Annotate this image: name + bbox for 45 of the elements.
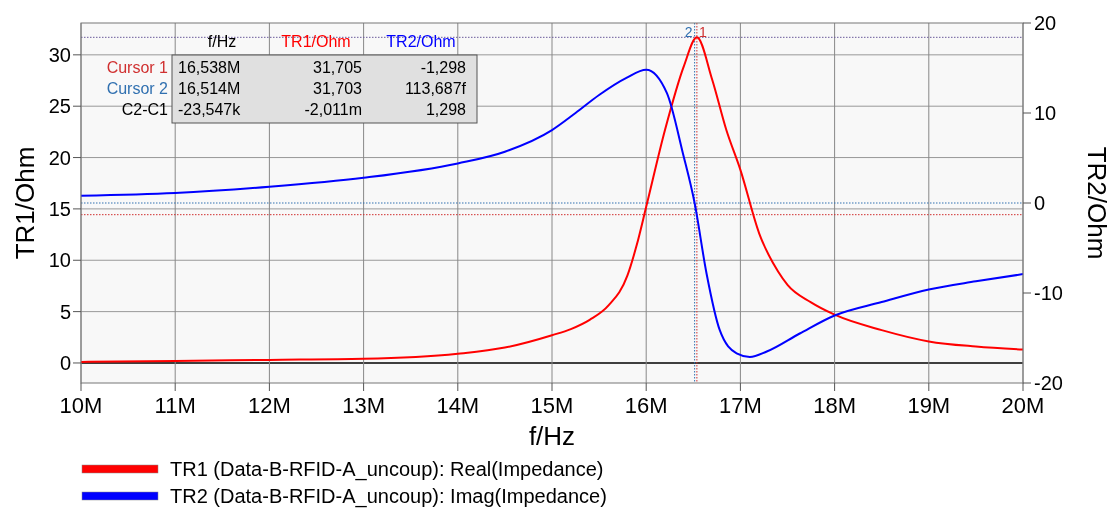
y2-tick-label: 20	[1034, 12, 1057, 34]
y-tick-label: 20	[48, 146, 71, 169]
legend-label: TR2 (Data-B-RFID-A_uncoup): Imag(Impedance)	[170, 485, 607, 508]
x-tick-label: 15M	[530, 393, 574, 418]
annotation: -23,547k	[178, 101, 242, 118]
y-tick-label: 5	[59, 300, 71, 323]
x-tick-label: 10M	[59, 393, 103, 418]
y-tick-label: 10	[48, 249, 71, 272]
y-tick-label: 30	[48, 43, 71, 66]
x-tick-label: 17M	[719, 393, 762, 418]
annotation: 1	[698, 24, 707, 40]
annotation: TR2/Ohm	[386, 33, 456, 50]
x-tick-label: 16M	[624, 393, 668, 418]
x-tick-label: 12M	[248, 393, 291, 418]
y-axis-title: TR1/Ohm	[10, 146, 40, 260]
x-tick-label: 13M	[342, 393, 385, 418]
x-axis-title: f/Hz	[528, 421, 576, 451]
y-tick-label: 0	[59, 351, 71, 374]
annotation: 16,538M	[178, 59, 241, 76]
annotation: -1,298	[420, 59, 467, 76]
x-tick-label: 14M	[436, 393, 480, 418]
x-tick-label: 18M	[813, 393, 856, 418]
legend-label: TR1 (Data-B-RFID-A_uncoup): Real(Impedance)	[170, 458, 604, 481]
x-tick-label: 19M	[907, 393, 951, 418]
annotation: 16,514M	[178, 80, 241, 97]
annotation: f/Hz	[207, 33, 237, 50]
y2-tick-label: 0	[1034, 192, 1046, 214]
annotation: Cursor 2	[106, 80, 169, 97]
y-tick-label: 25	[48, 95, 71, 118]
annotation: Cursor 1	[106, 59, 169, 76]
annotation: 31,703	[313, 80, 363, 97]
annotation: 1,298	[425, 101, 467, 118]
annotation: 31,705	[313, 59, 363, 76]
y2-tick-label: -10	[1034, 282, 1063, 304]
x-tick-label: 20M	[1001, 393, 1045, 418]
y-tick-label: 15	[48, 197, 71, 220]
annotation: 113,687f	[404, 80, 467, 97]
annotation: 2	[684, 24, 693, 40]
x-tick-label: 11M	[154, 393, 196, 418]
annotation: -2,011m	[304, 101, 362, 118]
annotation: C2-C1	[121, 101, 169, 118]
y2-tick-label: -20	[1034, 372, 1063, 394]
annotation: TR1/Ohm	[281, 33, 351, 50]
y2-tick-label: 10	[1034, 102, 1057, 124]
y2-axis-title: TR2/Ohm	[1082, 146, 1110, 260]
